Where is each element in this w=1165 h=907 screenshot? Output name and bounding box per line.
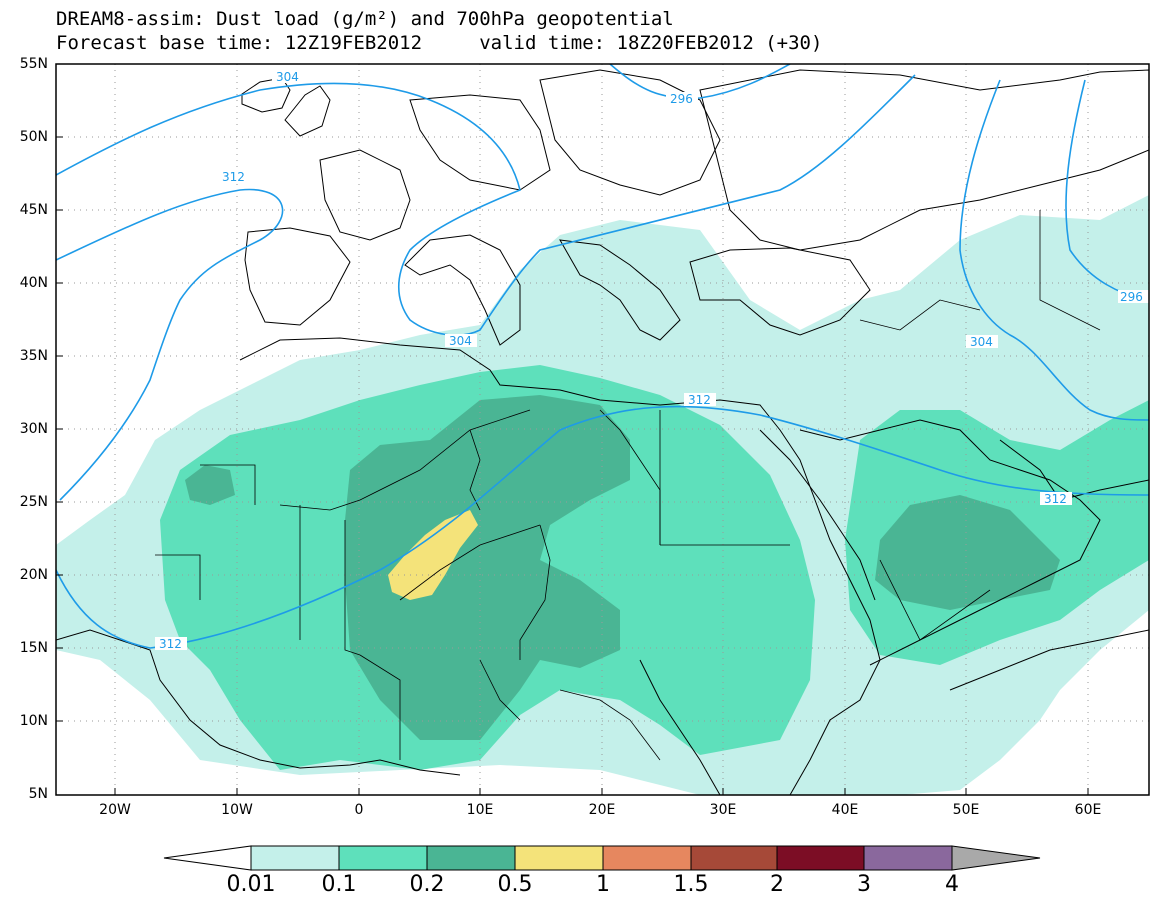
contour-label: 304 — [276, 70, 299, 84]
contour-label: 312 — [688, 393, 711, 407]
lat-label: 50N — [19, 129, 48, 145]
contour-label: 312 — [222, 170, 245, 184]
colorbar-label: 0.1 — [321, 872, 357, 897]
dust-region-dark-east — [875, 495, 1060, 610]
colorbar-label: 0.01 — [226, 872, 276, 897]
colorbar-swatch — [690, 845, 778, 871]
contour-304-arc — [56, 74, 916, 336]
colorbar-swatch — [863, 845, 953, 871]
lon-label: 50E — [952, 802, 980, 818]
map-title-line-2: Forecast base time: 12Z19FEB2012 valid t… — [56, 32, 823, 54]
lon-label: 0 — [354, 802, 364, 818]
contour-label: 296 — [1120, 290, 1143, 304]
colorbar-label: 2 — [770, 872, 784, 897]
lon-label: 20E — [588, 802, 616, 818]
lat-label: 45N — [19, 202, 48, 218]
colorbar-swatch — [338, 845, 428, 871]
contour-304-east — [959, 79, 1149, 421]
colorbar-swatch — [426, 845, 516, 871]
colorbar-swatch — [776, 845, 865, 871]
contour-label: 304 — [970, 335, 993, 349]
colorbar-label: 0.5 — [497, 872, 533, 897]
lon-label: 10W — [221, 802, 253, 818]
colorbar-label: 4 — [945, 872, 959, 897]
lon-label: 40E — [831, 802, 859, 818]
contour-296 — [609, 64, 791, 100]
lat-label: 25N — [19, 494, 48, 510]
colorbar-max-arrow — [951, 845, 1041, 871]
dust-region-high — [388, 510, 478, 600]
colorbar-min-arrow — [163, 845, 252, 871]
dust-region-dark-west — [345, 395, 630, 740]
contour-label: 296 — [670, 92, 693, 106]
contour-labels: 304 296 312 312 304 312 312 304 296 — [155, 70, 1149, 651]
colorbar-swatch — [514, 845, 604, 871]
map-title-line-1: DREAM8-assim: Dust load (g/m²) and 700hP… — [56, 8, 674, 30]
lat-label: 30N — [19, 421, 48, 437]
lat-label: 5N — [28, 786, 48, 802]
country-borders — [155, 210, 1101, 761]
dust-region-dark-sw — [185, 465, 235, 505]
lon-label: 30E — [709, 802, 737, 818]
lat-label: 40N — [19, 275, 48, 291]
contour-label: 312 — [1044, 492, 1067, 506]
contour-296-east — [1065, 79, 1149, 301]
lon-label: 60E — [1074, 802, 1102, 818]
lon-label: 10E — [466, 802, 494, 818]
colorbar-label: 3 — [857, 872, 871, 897]
lat-label: 10N — [19, 713, 48, 729]
colorbar — [163, 845, 1041, 871]
lat-label: 20N — [19, 567, 48, 583]
colorbar-label: 1 — [596, 872, 610, 897]
graticule — [56, 64, 1149, 795]
colorbar-label: 0.2 — [409, 872, 445, 897]
colorbar-label: 1.5 — [673, 872, 709, 897]
lat-label: 35N — [19, 348, 48, 364]
contour-label: 304 — [449, 334, 472, 348]
lat-label: 15N — [19, 640, 48, 656]
colorbar-swatch — [602, 845, 692, 871]
contour-304-north — [56, 188, 284, 501]
lon-label: 20W — [99, 802, 131, 818]
axis-ticks — [56, 136, 1089, 795]
colorbar-swatch — [250, 845, 340, 871]
lat-label: 55N — [19, 56, 48, 72]
contour-label: 312 — [159, 637, 182, 651]
